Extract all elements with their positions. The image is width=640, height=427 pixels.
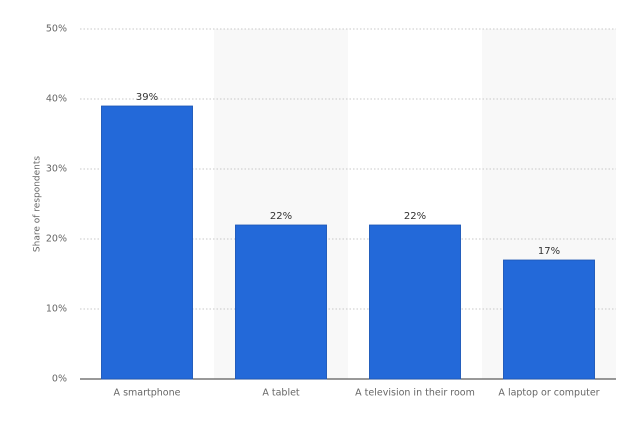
value-label: 22%	[270, 211, 292, 222]
y-tick-label: 10%	[46, 304, 67, 315]
value-label: 22%	[404, 211, 426, 222]
y-tick-label: 20%	[46, 234, 67, 245]
x-tick-label: A television in their room	[355, 388, 475, 399]
y-axis-title: Share of respondents	[33, 156, 43, 253]
y-tick-label: 50%	[46, 24, 67, 35]
y-tick-label: 30%	[46, 164, 67, 175]
value-label: 39%	[136, 92, 158, 103]
x-tick-label: A tablet	[262, 388, 300, 399]
value-label: 17%	[538, 246, 560, 257]
x-tick-label: A smartphone	[114, 388, 181, 399]
x-tick-label: A laptop or computer	[498, 388, 599, 399]
bar	[369, 224, 461, 380]
bar	[101, 105, 193, 380]
y-tick-label: 40%	[46, 94, 67, 105]
bar	[503, 259, 595, 380]
y-tick-label: 0%	[52, 374, 67, 385]
bar	[235, 224, 327, 380]
